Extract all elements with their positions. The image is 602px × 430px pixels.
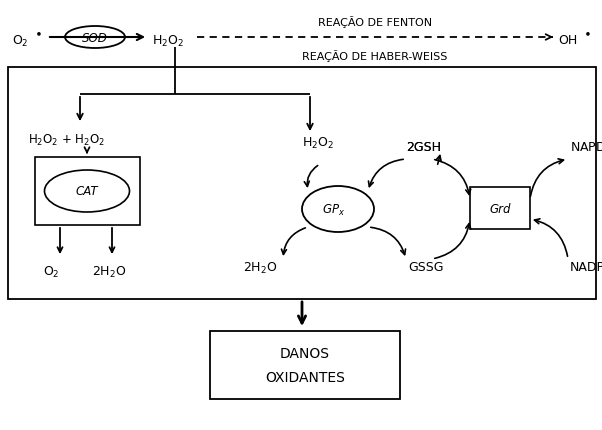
Text: O$_2$: O$_2$: [12, 34, 28, 49]
Ellipse shape: [45, 171, 129, 212]
Text: O$_2$: O$_2$: [43, 264, 60, 279]
Text: 2H$_2$O: 2H$_2$O: [243, 260, 278, 275]
Text: NADPH: NADPH: [570, 261, 602, 274]
Text: GP$_x$: GP$_x$: [322, 202, 346, 217]
Text: GSSG: GSSG: [408, 261, 444, 274]
Text: 2GSH: 2GSH: [406, 141, 441, 154]
Text: OH: OH: [558, 34, 577, 47]
Text: CAT: CAT: [76, 185, 98, 198]
Text: NAPDP$^+$: NAPDP$^+$: [570, 140, 602, 155]
Ellipse shape: [65, 27, 125, 49]
Text: H$_2$O$_2$: H$_2$O$_2$: [152, 34, 184, 49]
Text: 2GSH: 2GSH: [406, 141, 441, 154]
Text: $\bullet$: $\bullet$: [583, 26, 591, 40]
Text: DANOS: DANOS: [280, 346, 330, 360]
Bar: [8, 68, 596, 299]
Bar: [470, 187, 530, 230]
Text: H$_2$O$_2$: H$_2$O$_2$: [302, 135, 334, 150]
Text: 2H$_2$O: 2H$_2$O: [92, 264, 126, 279]
Text: $\bullet$: $\bullet$: [34, 26, 42, 40]
Text: SOD: SOD: [82, 31, 108, 44]
Ellipse shape: [302, 187, 374, 233]
Text: REAÇÃO DE HABER-WEISS: REAÇÃO DE HABER-WEISS: [302, 50, 448, 62]
Text: H$_2$O$_2$ + H$_2$O$_2$: H$_2$O$_2$ + H$_2$O$_2$: [28, 132, 105, 147]
Bar: [35, 158, 140, 225]
Text: OXIDANTES: OXIDANTES: [265, 370, 345, 384]
Text: Grd: Grd: [489, 203, 510, 216]
Text: REAÇÃO DE FENTON: REAÇÃO DE FENTON: [318, 16, 432, 28]
Bar: [210, 331, 400, 399]
